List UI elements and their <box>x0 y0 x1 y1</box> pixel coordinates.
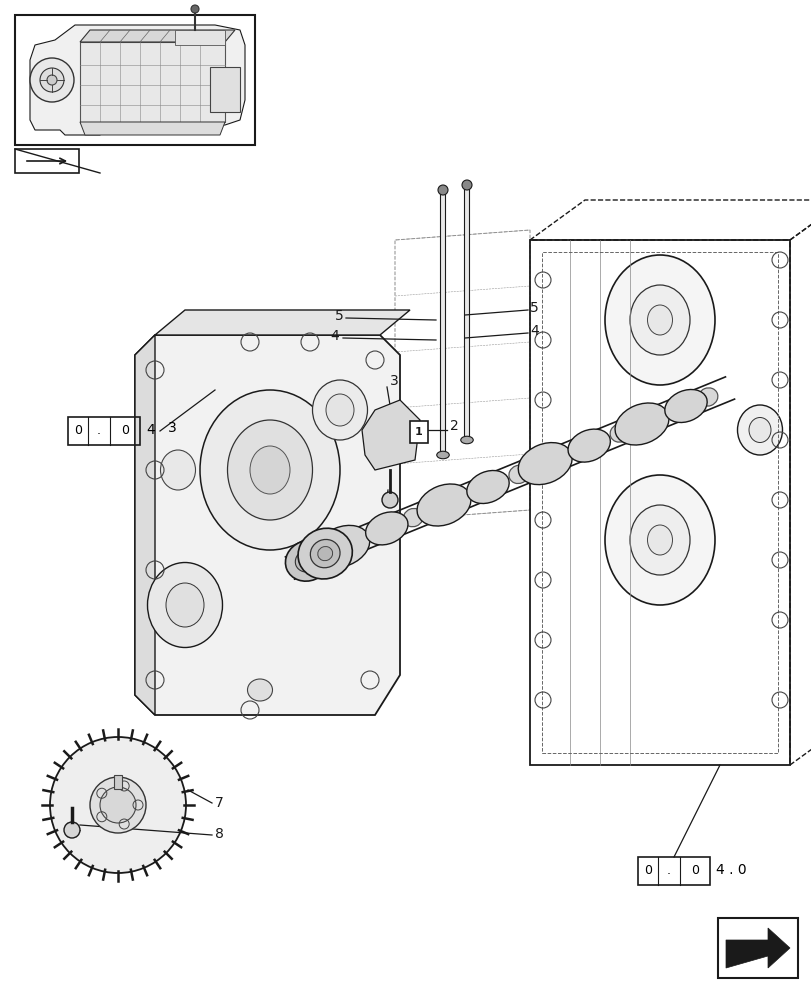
Polygon shape <box>362 400 419 470</box>
Ellipse shape <box>302 550 321 568</box>
Ellipse shape <box>161 450 195 490</box>
Ellipse shape <box>295 550 320 572</box>
Ellipse shape <box>312 380 367 440</box>
Circle shape <box>90 777 146 833</box>
Circle shape <box>100 787 135 823</box>
Polygon shape <box>155 310 410 335</box>
Ellipse shape <box>227 420 312 520</box>
Text: 1: 1 <box>414 427 423 437</box>
Bar <box>410 421 427 443</box>
Polygon shape <box>30 25 245 135</box>
Text: .: . <box>97 424 101 438</box>
Text: 0: 0 <box>74 424 82 438</box>
Ellipse shape <box>568 429 610 462</box>
Circle shape <box>191 5 199 13</box>
Bar <box>530 240 789 765</box>
Ellipse shape <box>629 285 689 355</box>
Ellipse shape <box>609 424 629 442</box>
Bar <box>15 149 79 173</box>
Polygon shape <box>135 335 400 715</box>
Ellipse shape <box>365 512 407 545</box>
Ellipse shape <box>604 255 714 385</box>
Bar <box>175 30 225 45</box>
Ellipse shape <box>250 446 290 494</box>
Ellipse shape <box>604 475 714 605</box>
Ellipse shape <box>437 185 448 195</box>
Polygon shape <box>725 928 789 968</box>
Text: 2: 2 <box>449 419 458 433</box>
Text: 7: 7 <box>215 796 224 810</box>
Circle shape <box>40 68 64 92</box>
Ellipse shape <box>285 540 329 581</box>
Ellipse shape <box>403 508 423 527</box>
Ellipse shape <box>298 528 352 579</box>
Polygon shape <box>80 122 225 135</box>
Circle shape <box>30 58 74 102</box>
Polygon shape <box>135 335 155 715</box>
Ellipse shape <box>664 389 706 423</box>
Ellipse shape <box>697 388 717 406</box>
Text: 4 . 0: 4 . 0 <box>715 863 745 877</box>
Bar <box>15 15 255 145</box>
Circle shape <box>381 492 397 508</box>
Text: 3: 3 <box>168 421 177 435</box>
Ellipse shape <box>646 305 672 335</box>
Bar <box>541 252 777 753</box>
Text: 0: 0 <box>643 864 651 878</box>
Bar <box>464 185 469 440</box>
Ellipse shape <box>310 539 340 568</box>
Ellipse shape <box>466 470 508 504</box>
Ellipse shape <box>315 525 369 567</box>
Bar <box>637 857 709 885</box>
Ellipse shape <box>508 465 528 484</box>
Circle shape <box>47 75 57 85</box>
Text: 6: 6 <box>389 494 398 508</box>
Ellipse shape <box>165 583 204 627</box>
Text: 0: 0 <box>690 864 698 878</box>
Text: 4: 4 <box>530 324 538 338</box>
Ellipse shape <box>317 547 333 561</box>
Ellipse shape <box>148 562 222 648</box>
Bar <box>440 190 445 455</box>
Text: 5: 5 <box>530 301 538 315</box>
Bar <box>717 918 797 978</box>
Ellipse shape <box>247 679 272 701</box>
Polygon shape <box>80 30 234 42</box>
Ellipse shape <box>460 436 473 444</box>
Ellipse shape <box>629 505 689 575</box>
Bar <box>80 42 225 122</box>
Ellipse shape <box>461 180 471 190</box>
Ellipse shape <box>748 418 770 442</box>
Text: 8: 8 <box>215 827 224 841</box>
Bar <box>114 775 122 789</box>
Circle shape <box>50 737 186 873</box>
Text: 0: 0 <box>121 424 129 438</box>
Text: 5: 5 <box>335 309 343 323</box>
Ellipse shape <box>646 525 672 555</box>
Text: 3: 3 <box>389 374 398 388</box>
Ellipse shape <box>517 443 572 485</box>
Ellipse shape <box>614 403 668 445</box>
Ellipse shape <box>736 405 782 455</box>
Ellipse shape <box>417 484 470 526</box>
Ellipse shape <box>436 451 448 459</box>
Text: .: . <box>666 864 670 878</box>
Bar <box>210 67 240 112</box>
Bar <box>68 417 139 445</box>
Circle shape <box>64 822 80 838</box>
Ellipse shape <box>325 394 354 426</box>
Text: 4: 4 <box>329 329 338 343</box>
Ellipse shape <box>200 390 340 550</box>
Text: 4: 4 <box>146 423 155 437</box>
